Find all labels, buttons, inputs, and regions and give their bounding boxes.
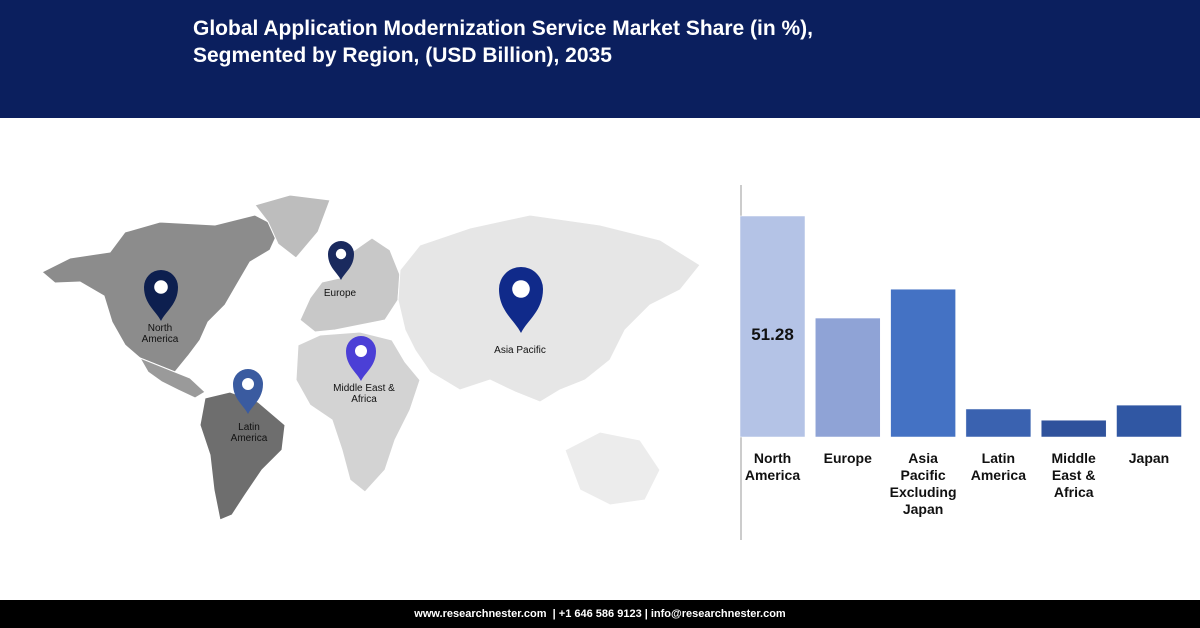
pin xyxy=(233,369,263,414)
pins xyxy=(144,241,543,414)
bar xyxy=(815,317,881,438)
x-tick-label: Japan xyxy=(1128,450,1170,466)
europe xyxy=(299,237,401,333)
bar xyxy=(739,215,806,438)
bar xyxy=(890,288,956,438)
x-tick-label: North America xyxy=(744,450,801,483)
bar xyxy=(1040,419,1107,438)
title-line: Global Application Modernization Service… xyxy=(193,17,814,40)
pin-label: Latin America xyxy=(230,422,268,444)
pin xyxy=(346,336,376,381)
footer: www.researchnester.com | +1 646 586 9123… xyxy=(0,600,1200,628)
value-label: 51.28 xyxy=(751,324,794,344)
australia xyxy=(564,431,661,506)
pin-label: Asia Pacific xyxy=(494,345,546,356)
pin xyxy=(144,270,178,321)
central-america xyxy=(138,357,206,399)
pin-label: Europe xyxy=(323,288,357,299)
x-tick-label: Middle East & Africa xyxy=(1051,450,1096,500)
pin xyxy=(328,241,354,280)
world-map xyxy=(41,194,701,521)
x-tick-label: Asia Pacific Excluding Japan xyxy=(889,450,957,517)
header: Global Application Modernization Service… xyxy=(0,0,1200,118)
x-tick-label: Europe xyxy=(823,450,872,466)
title-line: Segmented by Region, (USD Billion), 2035 xyxy=(193,44,612,67)
bar xyxy=(1116,404,1182,438)
pin-label: Middle East & Africa xyxy=(333,383,395,405)
x-tick-label: Latin America xyxy=(970,450,1027,483)
asia xyxy=(397,214,701,403)
bar xyxy=(965,408,1032,438)
south-america xyxy=(199,391,286,521)
africa xyxy=(295,331,421,493)
pin-label: North America xyxy=(141,323,179,345)
pin xyxy=(499,267,543,333)
greenland xyxy=(254,194,331,259)
